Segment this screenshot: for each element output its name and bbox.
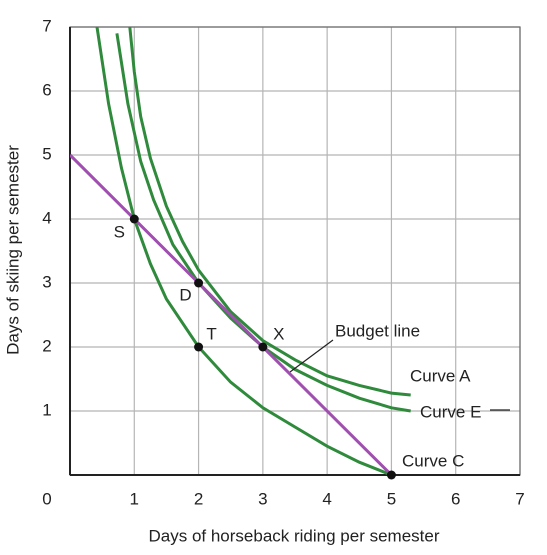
point-label: S: [114, 222, 125, 241]
x-tick-label: 1: [130, 489, 139, 508]
y-tick-label: 7: [42, 16, 51, 35]
y-tick-label: 3: [42, 272, 51, 291]
point: [194, 278, 204, 288]
y-tick-label: 1: [42, 400, 51, 419]
x-tick-label: 2: [194, 489, 203, 508]
point: [258, 342, 268, 352]
y-tick-label: 6: [42, 80, 51, 99]
y-axis-label: Days of skiing per semester: [3, 145, 22, 355]
x-tick-label: 3: [258, 489, 267, 508]
x-tick-label: 0: [42, 489, 51, 508]
point: [194, 342, 204, 352]
point: [129, 214, 139, 224]
x-tick-label: 4: [322, 489, 331, 508]
series-line: [128, 27, 411, 397]
leader-line: [289, 339, 334, 373]
point-label: X: [273, 324, 284, 343]
y-tick-label: 4: [42, 208, 51, 227]
series-label: Budget line: [335, 321, 420, 340]
x-axis-label: Days of horseback riding per semester: [148, 526, 439, 545]
series-line: [70, 153, 393, 475]
y-tick-label: 5: [42, 144, 51, 163]
x-tick-label: 7: [515, 489, 524, 508]
y-tick-label: 2: [42, 336, 51, 355]
x-tick-label: 6: [451, 489, 460, 508]
series-line: [115, 33, 411, 413]
point-label: D: [179, 285, 191, 304]
series-label: Curve E: [420, 402, 481, 421]
series-label: Curve C: [402, 451, 464, 470]
point: [386, 470, 396, 480]
point-label: T: [206, 324, 216, 343]
series-label: Curve A: [410, 366, 471, 385]
x-tick-label: 5: [387, 489, 396, 508]
